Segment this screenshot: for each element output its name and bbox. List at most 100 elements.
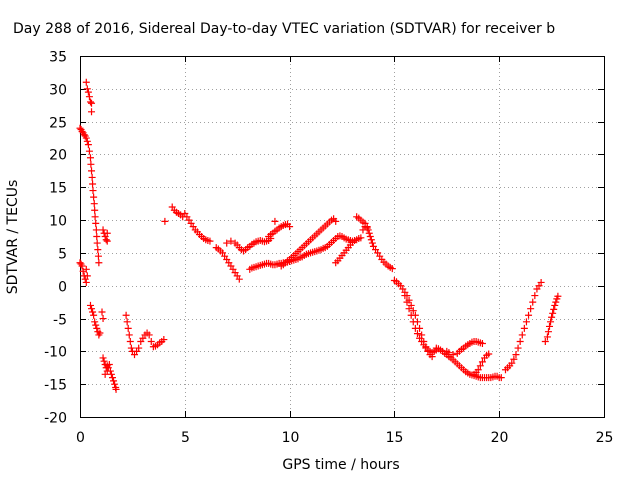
data-point: [546, 322, 554, 330]
x-tick-label: 0: [76, 430, 85, 446]
data-point: [125, 331, 133, 339]
data-point: [147, 338, 155, 346]
data-point: [485, 350, 493, 358]
data-point: [227, 237, 235, 245]
y-axis-label: SDTVAR / TECUs: [5, 180, 21, 295]
data-point: [127, 344, 135, 352]
data-point: [413, 330, 421, 338]
data-point: [478, 358, 486, 366]
data-point: [551, 301, 559, 309]
data-point: [92, 219, 100, 227]
data-point: [88, 108, 96, 116]
data-point: [145, 331, 153, 339]
data-point: [92, 321, 100, 329]
data-point: [367, 236, 375, 244]
data-point: [368, 239, 376, 247]
data-point: [82, 134, 90, 142]
x-tick-label: 20: [491, 430, 509, 446]
data-point: [474, 366, 482, 374]
data-point: [102, 236, 110, 244]
data-point: [365, 229, 373, 237]
y-tick-label: 35: [49, 50, 67, 66]
data-point: [94, 246, 102, 254]
data-point: [544, 328, 552, 336]
data-point: [332, 217, 340, 225]
data-point: [92, 226, 100, 234]
data-point: [99, 354, 107, 362]
y-tick-label: -20: [44, 411, 67, 427]
data-point: [552, 298, 560, 306]
data-point: [91, 318, 99, 326]
data-point: [86, 154, 94, 162]
x-axis-label: GPS time / hours: [282, 457, 399, 473]
data-point: [84, 88, 92, 96]
data-point: [107, 370, 115, 378]
data-point: [357, 234, 365, 242]
data-point: [83, 85, 91, 93]
x-tick-label: 15: [386, 430, 404, 446]
data-point: [445, 349, 453, 357]
y-tick-label: 0: [58, 280, 67, 296]
data-point: [548, 313, 556, 321]
data-point: [108, 374, 116, 382]
data-point: [88, 99, 96, 107]
data-point: [82, 78, 90, 86]
x-tick-label: 10: [282, 430, 300, 446]
data-point: [520, 324, 528, 332]
data-point: [83, 137, 91, 145]
data-point: [537, 278, 545, 286]
data-point: [550, 305, 558, 313]
data-point: [101, 370, 109, 378]
data-point: [94, 252, 102, 260]
y-tick-label: 25: [49, 116, 67, 132]
data-marks: [76, 78, 562, 393]
data-point: [89, 308, 97, 316]
data-point: [348, 238, 356, 246]
y-tick-label: 15: [49, 181, 67, 197]
data-point: [112, 385, 120, 393]
data-point: [403, 298, 411, 306]
data-point: [541, 338, 549, 346]
data-point: [111, 380, 119, 388]
data-point: [103, 362, 111, 370]
data-point: [90, 311, 98, 319]
data-point: [103, 229, 111, 237]
data-point: [449, 351, 457, 359]
data-point: [100, 357, 108, 365]
data-point: [86, 98, 94, 106]
data-point: [90, 200, 98, 208]
chart-title: Day 288 of 2016, Sidereal Day-to-day VTE…: [13, 21, 555, 37]
data-point: [161, 217, 169, 225]
data-point: [91, 213, 99, 221]
data-point: [510, 355, 518, 363]
data-point: [135, 344, 143, 352]
data-point: [91, 206, 99, 214]
data-point: [126, 338, 134, 346]
x-tick-label: 5: [181, 430, 190, 446]
data-point: [78, 262, 86, 270]
data-point: [411, 324, 419, 332]
data-point: [96, 329, 104, 337]
y-tick-label: -10: [44, 345, 67, 361]
data-point: [93, 233, 101, 240]
data-point: [124, 324, 132, 332]
data-point: [407, 311, 415, 319]
data-point: [82, 278, 90, 286]
y-tick-label: 20: [49, 148, 67, 164]
data-point: [543, 333, 551, 341]
axis-ticks: 0 5 10 15 20 25 -20 -15 -10 -5 0 5 10 15 20 25 30 35: [44, 50, 613, 447]
data-point: [529, 298, 537, 306]
data-point: [388, 265, 396, 273]
data-point: [512, 351, 520, 359]
data-point: [122, 311, 130, 319]
data-point: [527, 305, 535, 313]
data-point: [363, 224, 371, 232]
data-point: [87, 160, 95, 168]
data-point: [88, 167, 96, 175]
data-point: [123, 318, 131, 326]
y-tick-label: 30: [49, 83, 67, 99]
data-point: [99, 226, 107, 234]
data-point: [82, 265, 90, 273]
data-point: [103, 237, 111, 245]
